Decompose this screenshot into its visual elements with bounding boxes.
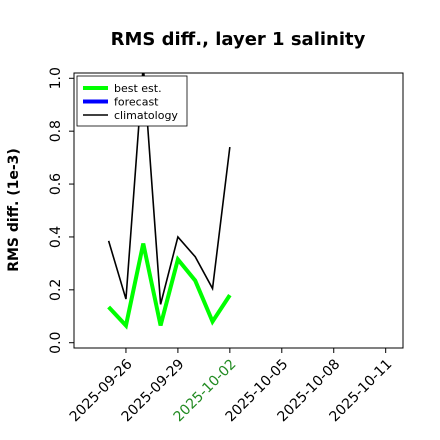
legend-label: climatology [114,109,178,122]
y-tick-label: 0.6 [48,173,64,195]
series-line-best-est [107,243,232,330]
y-axis-label: RMS diff. (1e-3) [6,148,22,272]
y-tick-label: 1.0 [48,67,64,89]
legend-label: best est. [114,82,162,95]
y-tick-label: 0.0 [48,332,64,354]
series-line-climatology [107,73,231,305]
x-axis: 2025-09-262025-09-292025-10-022025-10-05… [67,348,395,425]
y-axis: 0.0 0.2 0.4 0.6 0.8 1.0 [48,67,74,354]
series-layer [107,73,232,330]
y-tick-label: 0.2 [48,279,64,301]
plot-area-frame [73,72,404,349]
legend-label: forecast [114,96,159,109]
y-tick-label: 0.4 [48,226,64,248]
chart-title: RMS diff., layer 1 salinity [111,29,366,50]
y-tick-label: 0.8 [48,120,64,142]
